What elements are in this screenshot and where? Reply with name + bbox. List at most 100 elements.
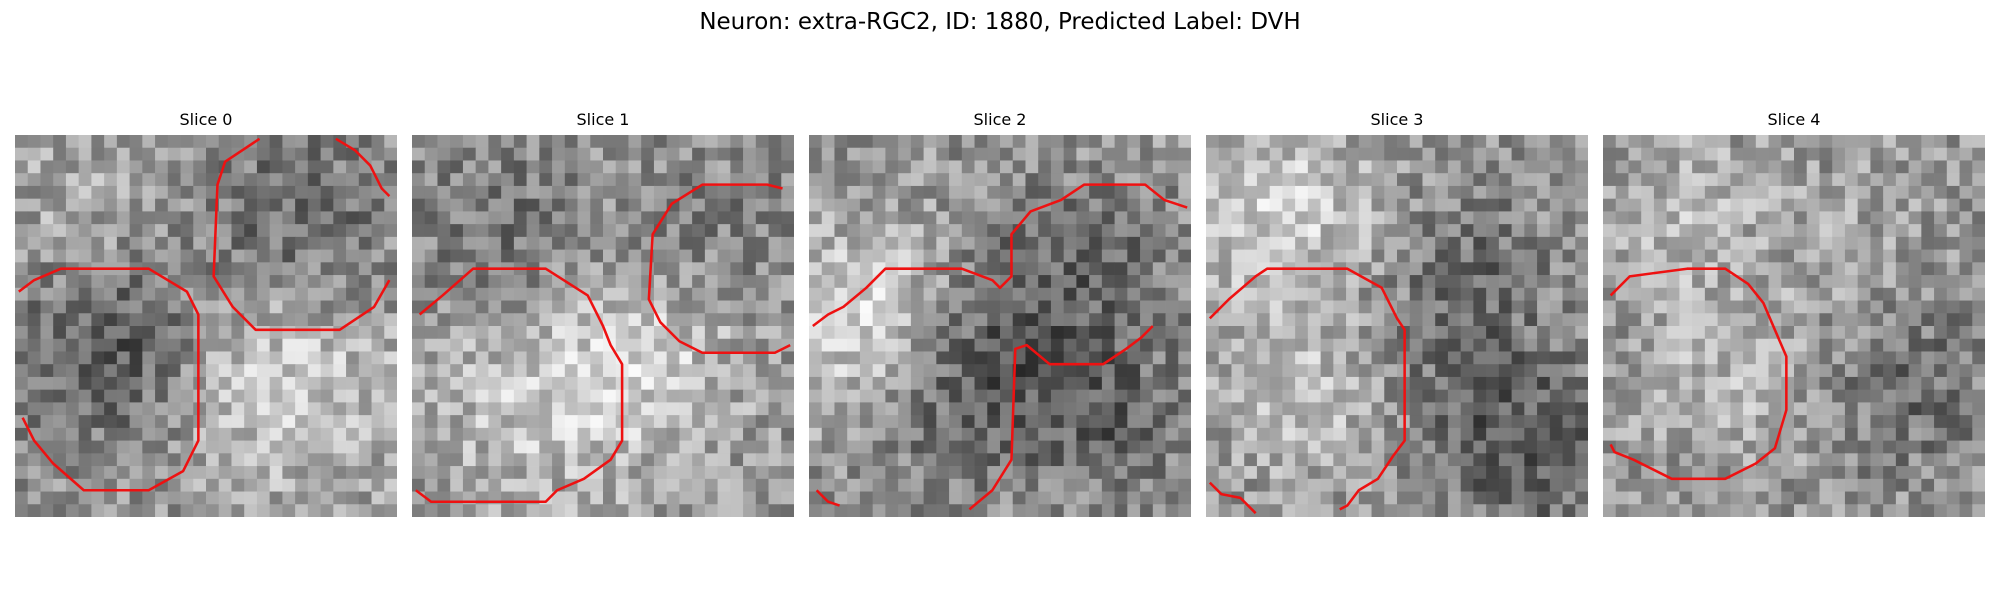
pixel [1371, 491, 1385, 505]
pixel [1895, 338, 1909, 352]
pixel [1755, 440, 1769, 454]
pixel [104, 147, 118, 161]
pixel [142, 287, 156, 301]
pixel [1704, 135, 1718, 149]
pixel [1256, 326, 1271, 340]
pixel [1653, 135, 1668, 149]
pixel [1409, 466, 1423, 480]
pixel [1615, 440, 1629, 454]
pixel [898, 491, 912, 505]
pixel [501, 466, 515, 480]
pixel [1358, 427, 1372, 441]
pixel [809, 427, 823, 441]
pixel [1333, 275, 1347, 289]
pixel [1615, 491, 1629, 505]
pixel [1934, 211, 1948, 225]
pixel [679, 198, 693, 212]
pixel [1397, 198, 1411, 212]
pixel [15, 198, 29, 212]
pixel [961, 466, 975, 480]
pixel [1165, 185, 1179, 200]
pixel [346, 300, 360, 314]
pixel [885, 147, 899, 161]
pixel [193, 491, 207, 505]
pixel [1870, 236, 1884, 250]
pixel [1333, 415, 1347, 429]
pixel [1946, 504, 1960, 517]
pixel [155, 224, 169, 238]
pixel [987, 313, 1001, 327]
pixel [1679, 326, 1693, 340]
pixel [1934, 300, 1948, 314]
pixel [1063, 249, 1077, 263]
pixel [1140, 389, 1154, 403]
pixel [1089, 491, 1103, 505]
pixel [910, 173, 924, 187]
pixel [15, 275, 29, 289]
pixel [847, 236, 861, 250]
pixel [218, 135, 232, 149]
pixel [1704, 504, 1718, 517]
pixel [488, 224, 502, 238]
pixel [1679, 249, 1693, 263]
pixel [1666, 376, 1680, 391]
pixel [412, 376, 426, 391]
pixel [104, 135, 118, 149]
pixel [1282, 313, 1296, 327]
pixel [1089, 173, 1103, 187]
pixel [1819, 402, 1833, 416]
pixel [15, 262, 29, 276]
pixel [1921, 491, 1935, 505]
pixel [539, 224, 553, 238]
pixel [898, 402, 912, 416]
pixel [1114, 376, 1128, 391]
pixel [1870, 478, 1884, 492]
pixel [333, 504, 347, 517]
pixel [27, 160, 41, 174]
pixel [269, 440, 283, 454]
pixel [1320, 160, 1334, 174]
pixel [1012, 466, 1026, 480]
pixel [180, 415, 194, 429]
pixel [539, 211, 553, 225]
pixel [1959, 389, 1973, 403]
pixel [1384, 427, 1398, 441]
pixel [974, 427, 988, 441]
pixel [781, 300, 794, 314]
pixel [949, 453, 963, 467]
pixel [1114, 440, 1128, 454]
contour-line-1 [968, 325, 1154, 511]
pixel [104, 376, 118, 391]
pixel [692, 478, 706, 492]
pixel [15, 224, 29, 238]
pixel [1768, 147, 1782, 161]
pixel [244, 249, 258, 263]
pixel [1730, 236, 1744, 250]
pixel [653, 185, 668, 200]
pixel [666, 427, 680, 441]
pixel [809, 478, 823, 492]
pixel [1908, 376, 1922, 391]
pixel [462, 262, 477, 276]
slice-panel-4: Slice 4 [1603, 110, 1985, 517]
pixel [603, 185, 617, 200]
pixel [1959, 453, 1973, 467]
pixel [1511, 313, 1525, 327]
pixel [1333, 185, 1347, 200]
pixel [1908, 147, 1922, 161]
pixel [450, 466, 464, 480]
pixel [1114, 287, 1128, 301]
pixel [1921, 135, 1935, 149]
pixel [615, 453, 629, 467]
pixel [1000, 338, 1014, 352]
pixel [104, 275, 118, 289]
pixel [1562, 364, 1576, 378]
pixel [590, 211, 604, 225]
pixel [910, 466, 924, 480]
pixel [1038, 185, 1052, 200]
pixel [1152, 262, 1166, 276]
pixel [1883, 376, 1897, 391]
pixel [1473, 491, 1487, 505]
pixel [1025, 185, 1039, 200]
pixel [1114, 364, 1128, 378]
